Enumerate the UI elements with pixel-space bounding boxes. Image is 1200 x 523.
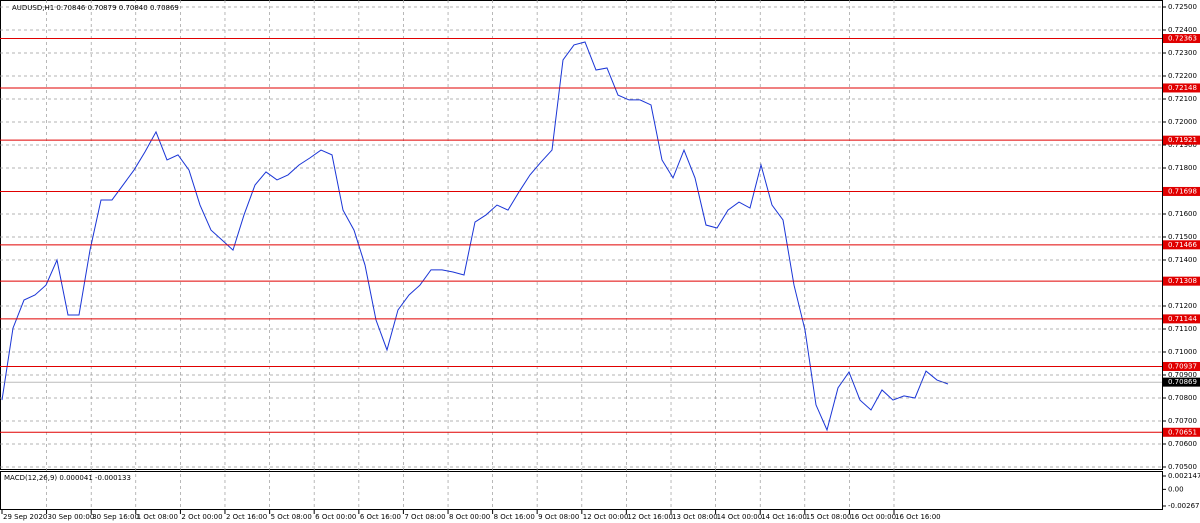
y-tick-label: 0.71600 [1168, 210, 1197, 218]
x-tick-label: 5 Oct 08:00 [271, 513, 312, 521]
x-tick-label: 2 Oct 16:00 [226, 513, 267, 521]
macd-tick-label: -0.002676 [1168, 502, 1200, 510]
level-label: 0.71466 [1168, 241, 1197, 249]
x-tick-label: 12 Oct 16:00 [627, 513, 673, 521]
level-tag [1163, 276, 1200, 286]
y-tick-label: 0.72000 [1168, 118, 1197, 126]
macd-label: MACD(12,26,9) 0.000041 -0.000133 [4, 474, 131, 482]
level-label: 0.72148 [1168, 84, 1197, 92]
current-price-label: 0.70869 [1168, 378, 1197, 386]
macd-tick-label: 0.00 [1168, 485, 1184, 493]
level-tag [1163, 427, 1200, 437]
level-label: 0.70651 [1168, 428, 1197, 436]
current-price-tag [1163, 377, 1200, 387]
x-tick-label: 15 Oct 08:00 [806, 513, 852, 521]
level-tag [1163, 186, 1200, 196]
y-tick-label: 0.71800 [1168, 164, 1197, 172]
level-label: 0.72363 [1168, 35, 1197, 43]
x-tick-label: 9 Oct 08:00 [538, 513, 579, 521]
level-tag [1163, 240, 1200, 250]
x-tick-label: 2 Oct 00:00 [181, 513, 222, 521]
y-tick-label: 0.71000 [1168, 348, 1197, 356]
y-tick-label: 0.70500 [1168, 463, 1197, 471]
level-label: 0.70937 [1168, 362, 1197, 370]
level-label: 0.71921 [1168, 136, 1197, 144]
y-tick-label: 0.70800 [1168, 394, 1197, 402]
y-tick-label: 0.72300 [1168, 49, 1197, 57]
level-tag [1163, 135, 1200, 145]
level-label: 0.71308 [1168, 277, 1197, 285]
y-tick-label: 0.71200 [1168, 302, 1197, 310]
x-tick-label: 8 Oct 16:00 [494, 513, 535, 521]
level-tag [1163, 83, 1200, 93]
plot [0, 38, 1162, 433]
x-tick-label: 16 Oct 16:00 [895, 513, 941, 521]
x-tick-label: 12 Oct 00:00 [583, 513, 629, 521]
x-tick-label: 30 Sep 16:00 [92, 513, 139, 521]
y-tick-label: 0.72200 [1168, 72, 1197, 80]
x-tick-label: 1 Oct 08:00 [137, 513, 178, 521]
level-tag [1163, 361, 1200, 371]
x-tick-label: 29 Sep 2020 [3, 513, 47, 521]
y-tick-label: 0.70900 [1168, 371, 1197, 379]
y-tick-label: 0.71100 [1168, 325, 1197, 333]
macd-tick-label: 0.002147 [1168, 472, 1200, 480]
x-tick-label: 16 Oct 00:00 [850, 513, 896, 521]
level-tag [1163, 34, 1200, 44]
x-tick-label: 13 Oct 08:00 [672, 513, 718, 521]
chart-title: AUDUSD,H1 0.70846 0.70879 0.70840 0.7086… [12, 4, 179, 12]
y-tick-label: 0.72500 [1168, 3, 1197, 11]
x-tick-label: 14 Oct 16:00 [761, 513, 807, 521]
y-tick-label: 0.72100 [1168, 95, 1197, 103]
y-tick-label: 0.70600 [1168, 440, 1197, 448]
x-tick-label: 6 Oct 16:00 [360, 513, 401, 521]
level-label: 0.71698 [1168, 187, 1197, 195]
y-tick-label: 0.70700 [1168, 417, 1197, 425]
x-tick-label: 14 Oct 00:00 [717, 513, 763, 521]
level-tag [1163, 314, 1200, 324]
x-tick-label: 30 Sep 00:00 [48, 513, 95, 521]
x-tick-label: 7 Oct 08:00 [404, 513, 445, 521]
macd-frame [0, 471, 1163, 510]
y-tick-label: 0.72400 [1168, 26, 1197, 34]
y-tick-label: 0.71500 [1168, 233, 1197, 241]
y-tick-label: 0.71900 [1168, 141, 1197, 149]
price-line [1, 41, 949, 432]
grid [0, 0, 1162, 510]
x-tick-label: 6 Oct 00:00 [315, 513, 356, 521]
level-label: 0.71144 [1168, 315, 1197, 323]
y-tick-label: 0.71400 [1168, 256, 1197, 264]
x-tick-label: 8 Oct 00:00 [449, 513, 490, 521]
